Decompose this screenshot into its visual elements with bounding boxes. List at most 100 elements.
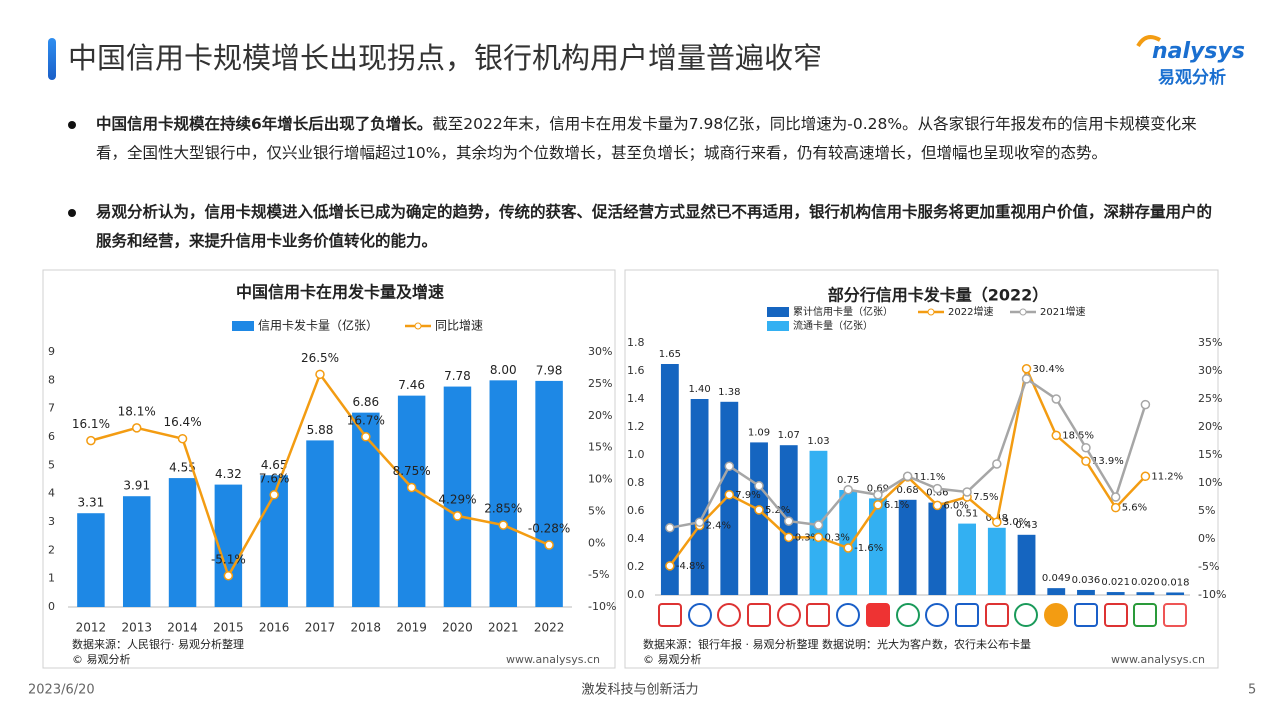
line-value-label: 26.5% — [301, 351, 339, 365]
line-point — [544, 540, 554, 550]
x-tick-label: 2015 — [213, 621, 244, 635]
bar-value-label: 1.38 — [718, 387, 740, 398]
line-value-label: 11.2% — [1151, 471, 1183, 482]
y2-tick-label: 25% — [1198, 392, 1222, 405]
y2-tick-label: 35% — [1198, 336, 1222, 349]
line-point — [784, 532, 794, 543]
line-point — [1110, 492, 1121, 502]
bar-value-label: 0.75 — [837, 475, 859, 486]
x-tick-label: 2014 — [167, 621, 198, 635]
line-point — [784, 516, 794, 526]
y2-tick-label: 15% — [588, 441, 612, 454]
y2-tick-label: 0% — [588, 536, 605, 549]
line-point — [1081, 456, 1091, 466]
legend-label: 同比增速 — [435, 319, 483, 333]
line-point — [269, 490, 279, 500]
y-tick-label: 1.8 — [627, 336, 645, 349]
line-value-label: 30.4% — [1033, 364, 1065, 375]
line-point — [1081, 442, 1091, 453]
bar — [869, 498, 887, 595]
y-tick-label: 5 — [48, 458, 55, 471]
bar-value-label: 5.88 — [307, 423, 334, 437]
bar-value-label: 7.98 — [536, 363, 563, 377]
line-point — [361, 432, 371, 442]
bar-value-label: 0.018 — [1161, 577, 1190, 588]
y2-tick-label: 20% — [1198, 420, 1222, 433]
bar — [397, 395, 426, 607]
x-tick-label: 2022 — [534, 621, 565, 635]
line-value-label: -5.1% — [211, 552, 246, 566]
chart-frame — [624, 269, 1219, 669]
bar — [535, 380, 563, 607]
chart-title: 中国信用卡在用发卡量及增速 — [236, 283, 444, 302]
y-tick-label: 1.6 — [627, 364, 645, 377]
line-point — [843, 484, 853, 495]
line-value-label: -0.28% — [528, 522, 570, 536]
line-value-label: 0.3% — [795, 532, 820, 543]
line-point — [131, 423, 142, 433]
bar-value-label: 3.31 — [78, 496, 105, 510]
bar-value-label: 1.09 — [748, 427, 770, 438]
bar-value-label: 7.46 — [398, 378, 425, 392]
line-point — [665, 523, 675, 533]
bar-value-label: 6.86 — [352, 395, 379, 409]
chart-title: 部分行信用卡发卡量（2022） — [828, 286, 1049, 305]
bar-value-label: 0.43 — [1015, 520, 1037, 531]
y2-tick-label: 10% — [588, 473, 612, 486]
line-value-label: 18.1% — [118, 404, 156, 418]
line-point — [902, 471, 913, 482]
line-point — [813, 520, 824, 530]
footer-slogan: 激发科技与创新活力 — [581, 682, 698, 698]
bar-value-label: 4.65 — [261, 458, 288, 472]
line-point — [992, 517, 1002, 527]
bar — [690, 399, 709, 595]
bullet-text: 截至2022年末，信用卡在用发卡量为7.98亿张，同比增速为-0.28%。从各家… — [96, 115, 1197, 162]
line-point — [1051, 394, 1061, 404]
bar — [958, 523, 976, 595]
bar — [122, 496, 151, 607]
line-point — [724, 461, 735, 471]
line-point — [1021, 364, 1032, 374]
legend-dot — [414, 322, 422, 330]
line-value-label: 16.1% — [72, 417, 110, 431]
y2-tick-label: 10% — [1198, 476, 1222, 489]
x-tick-label: 2021 — [488, 621, 519, 635]
bar — [306, 440, 334, 607]
bar — [77, 513, 105, 607]
y2-tick-label: 30% — [1198, 364, 1222, 377]
bar — [443, 386, 472, 607]
bar — [1166, 592, 1185, 595]
line-point — [177, 433, 188, 444]
bar — [928, 502, 947, 595]
legend-swatch — [232, 321, 254, 331]
y-tick-label: 0.2 — [627, 560, 645, 573]
title-accent — [48, 38, 56, 80]
bar — [898, 499, 917, 595]
line-point — [1140, 471, 1151, 482]
url: www.analysys.cn — [506, 653, 600, 666]
bar — [1017, 534, 1036, 595]
line-point — [873, 490, 883, 500]
y-tick-label: 4 — [48, 487, 55, 500]
y2-tick-label: 30% — [588, 345, 612, 358]
legend-swatch — [767, 321, 789, 331]
y2-tick-label: 5% — [1198, 504, 1215, 517]
bar — [660, 364, 679, 595]
line-point — [1051, 430, 1061, 441]
copyright: © 易观分析 — [72, 652, 131, 666]
url: www.analysys.cn — [1111, 653, 1205, 666]
bar-value-label: 1.65 — [659, 349, 681, 360]
line-point — [223, 571, 234, 581]
bar-value-label: 0.68 — [897, 485, 919, 496]
line-point — [962, 487, 972, 497]
bar-value-label: 1.07 — [778, 430, 800, 441]
line-point — [452, 511, 463, 521]
line-value-label: 11.1% — [914, 472, 946, 483]
bar-value-label: 7.78 — [444, 369, 471, 383]
y2-tick-label: -5% — [588, 568, 609, 581]
legend-label: 2022增速 — [948, 305, 993, 318]
line-point — [1140, 399, 1151, 410]
bar-value-label: 0.021 — [1101, 577, 1130, 588]
